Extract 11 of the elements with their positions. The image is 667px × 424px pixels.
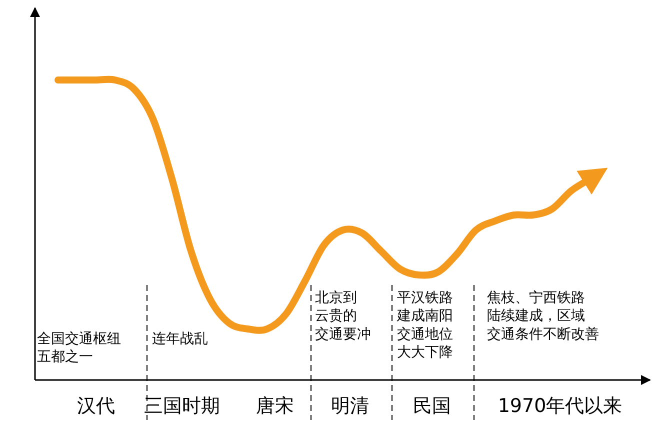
annotation: 全国交通枢纽五都之一 [37,331,121,366]
annotation: 民国 [413,395,451,417]
annotation: 汉代 [77,395,115,417]
annotation: 连年战乱 [152,331,208,347]
annotation: 平汉铁路建成南阳交通地位大大下降 [397,290,453,361]
annotation: 明清 [331,395,369,417]
annotation: 唐宋 [256,395,294,417]
annotation: 三国时期 [144,395,220,417]
annotation: 焦枝、宁西铁路陆续建成，区域交通条件不断改善 [487,290,599,342]
annotation: 1970年代以来 [498,395,622,417]
annotation: 北京到云贵的交通要冲 [315,290,371,342]
